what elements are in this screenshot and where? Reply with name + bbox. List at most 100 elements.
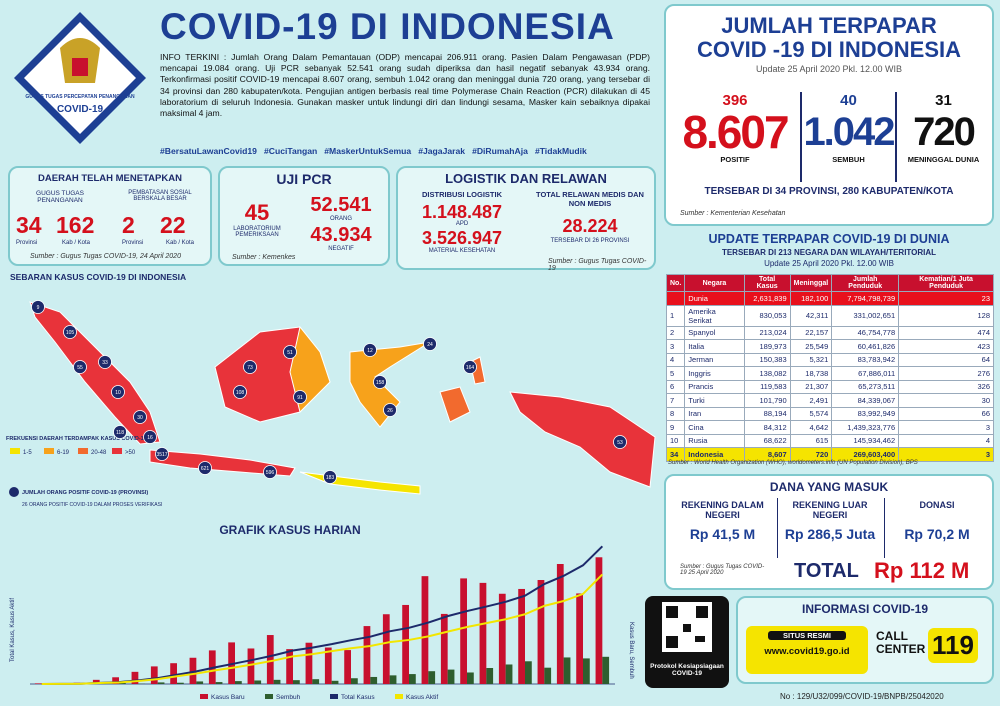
value: 43.934 (310, 224, 372, 246)
marker-label: 118 (116, 430, 124, 436)
value: 1.042 (803, 110, 895, 154)
marker-label: 53 (617, 440, 623, 446)
bar (595, 557, 603, 684)
y2-axis-label: Kasus Baru, Sembuh (628, 622, 634, 679)
table-cell: 1 (665, 304, 686, 327)
table-row: 5 Inggris 138,082 18,738 67,886,011 276 (665, 366, 994, 381)
legend-label: 1-5 (23, 450, 32, 456)
table-cell: Iran (684, 406, 745, 421)
marker-label: 91 (297, 395, 303, 401)
bar (247, 648, 255, 684)
dana-items: REKENING DALAM NEGERI Rp 41,5 M REKENING L… (670, 498, 990, 558)
site-label[interactable]: SITUS RESMI (768, 631, 846, 640)
bar (157, 682, 165, 684)
value: 162 (56, 212, 95, 238)
province-marker (423, 337, 437, 351)
qr-box: Protokol Kesiapsiagaan COVID-19 (645, 596, 729, 688)
bar (602, 656, 610, 684)
legend-text: JUMLAH ORANG POSITIF COVID-19 (PROVINSI) (22, 490, 148, 496)
table-cell: 189,973 (743, 339, 791, 354)
marker-label: 3517 (156, 452, 167, 458)
hashtags: #BersatuLawanCovid19 #CuciTangan #MaskerUn… (160, 146, 660, 156)
province-marker (155, 447, 169, 461)
province-marker (363, 343, 377, 357)
marker-label: 55 (77, 365, 83, 371)
bar (576, 593, 583, 684)
province-marker (233, 385, 247, 399)
table-cell: Prancis (684, 379, 745, 394)
bar (235, 681, 242, 684)
bar (196, 681, 204, 684)
call-number[interactable]: 119 (928, 628, 978, 663)
header-row: No. Negara Total Kasus Meninggal Jumlah Pend… (665, 274, 994, 292)
legend-swatch (200, 694, 208, 699)
dana-title: DANA YANG MASUK (769, 480, 889, 494)
table-cell: 1,439,323,776 (831, 420, 900, 435)
table-cell: Rusia (684, 433, 745, 448)
legend-label: Kasus Aktif (406, 694, 438, 701)
province-marker (98, 355, 112, 369)
dana-panel: DANA YANG MASUK REKENING DALAM NEGERI Rp … (664, 474, 994, 590)
summary-item: 396 8.607 POSITIF (670, 92, 800, 182)
bar (286, 649, 293, 684)
column-header: No. (665, 274, 686, 292)
dana-label: REKENING LUAR NEGERI (792, 500, 868, 520)
table-cell: 83,992,949 (831, 406, 900, 421)
bar (525, 661, 532, 684)
map-legend: FREKUENSI DAERAH TERDAMPAK KASUS COVID-1… (6, 436, 162, 508)
footer: No : 129/U32/099/COVID-19/BNPB/25042020 (780, 692, 944, 701)
bar (170, 663, 177, 684)
panel-title: DAERAH TELAH MENETAPKAN (38, 173, 182, 184)
marker-label: 596 (266, 470, 275, 476)
table-cell: 138,082 (743, 366, 791, 381)
marker-label: 105 (66, 330, 75, 336)
daerah-panel: DAERAH TELAH MENETAPKAN GUGUS TUGAS PENA… (8, 166, 212, 266)
unit: Provinsi (122, 240, 144, 246)
bar (389, 675, 397, 684)
bar (467, 672, 474, 684)
bar (479, 582, 487, 684)
bar (518, 588, 525, 684)
bar (34, 683, 42, 684)
label: SEMBUH (832, 155, 865, 164)
logo-text: GUGUS TUGAS PERCEPATAN PENANGANAN (25, 94, 135, 100)
table-cell: 474 (898, 325, 994, 340)
dana-item: REKENING DALAM NEGERI Rp 41,5 M (670, 498, 775, 558)
value: 3.526.947 (421, 228, 503, 248)
label: MENINGGAL DUNIA (907, 155, 980, 164)
value: 8.607 (682, 106, 789, 158)
table-cell: 67,886,011 (831, 366, 900, 381)
table-cell: 65,273,511 (831, 379, 900, 394)
dana-item: REKENING LUAR NEGERI Rp 286,5 Juta (777, 498, 882, 558)
province-marker (463, 360, 477, 374)
summary-title: JUMLAH TERPAPAR (721, 13, 937, 38)
table-cell: 46,754,778 (831, 325, 900, 340)
source: Sumber : Gugus Tugas COVID-19 (548, 258, 647, 272)
table-cell: 68,622 (743, 433, 791, 448)
table-title: UPDATE TERPAPAR COVID-19 DI DUNIA (708, 232, 950, 246)
table-row: 7 Turki 101,790 2,491 84,339,067 30 (665, 393, 994, 408)
label: POSITIF (720, 155, 750, 164)
column-header: Negara (684, 274, 745, 292)
panel-title: LOGISTIK DAN RELAWAN (445, 171, 607, 186)
site-url[interactable]: www.covid19.go.id (764, 646, 850, 657)
table-cell: 423 (898, 339, 994, 354)
bar (544, 667, 552, 684)
source: Sumber : Gugus Tugas COVID-19 25 April 2… (680, 564, 765, 576)
main-title: COVID-19 DI INDONESIA (160, 6, 615, 47)
marker-label: 164 (466, 365, 475, 371)
bar (421, 576, 429, 684)
call-label: CALL CENTER (876, 629, 926, 656)
table-cell: 64 (898, 352, 994, 367)
bar (498, 593, 506, 684)
table-cell: Turki (684, 393, 745, 408)
island (349, 341, 431, 428)
summary-item: 31 720 MENINGGAL DUNIA (895, 92, 990, 182)
qr-finder (666, 606, 678, 618)
legend-label: 6-19 (57, 450, 70, 456)
column-header: Jumlah Penduduk (831, 274, 900, 292)
marker-label: 183 (326, 475, 335, 481)
table-cell: 615 (789, 433, 833, 448)
table-row: 10 Rusia 68,622 615 145,934,462 4 (665, 433, 994, 448)
